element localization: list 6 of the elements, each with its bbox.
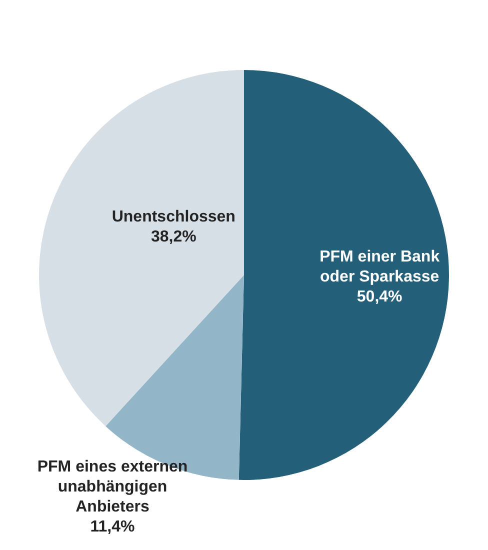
data-label: 11,4% — [90, 518, 135, 536]
slice-label: PFM einer Bank oder Sparkasse — [320, 248, 440, 286]
slice-label: Unentschlossen — [112, 208, 236, 226]
slice-label: PFM eines externen unabhängigen Anbieters — [37, 458, 188, 516]
data-label: 38,2% — [150, 228, 196, 246]
data-label: 50,4% — [356, 288, 402, 306]
